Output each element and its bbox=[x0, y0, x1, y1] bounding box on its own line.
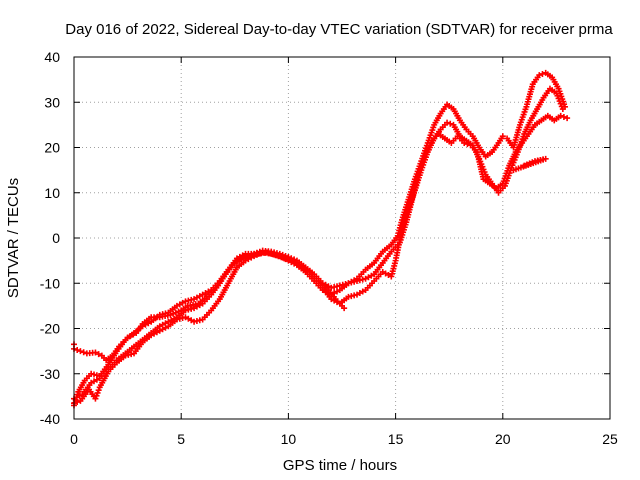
x-axis-title: GPS time / hours bbox=[283, 457, 397, 474]
y-tick-label: 30 bbox=[44, 94, 60, 110]
data-point bbox=[93, 392, 100, 399]
y-tick-label: -20 bbox=[40, 321, 60, 337]
data-point bbox=[94, 389, 101, 396]
y-tick-label: 10 bbox=[44, 185, 60, 201]
data-point bbox=[77, 348, 84, 355]
data-point bbox=[461, 139, 468, 146]
y-axis-title: SDTVAR / TECUs bbox=[5, 178, 22, 298]
data-point bbox=[92, 395, 99, 402]
data-point bbox=[560, 113, 567, 120]
data-point bbox=[499, 133, 506, 140]
data-point bbox=[444, 119, 451, 126]
data-point bbox=[536, 72, 543, 79]
data-point bbox=[564, 115, 571, 122]
y-tick-label: -40 bbox=[40, 411, 60, 427]
axis-ticks: 0 5 10 15 20 25 -40 -30 -20 -10 0 10 20 30 40 bbox=[40, 49, 618, 447]
x-tick-label: 15 bbox=[388, 431, 404, 447]
data-point bbox=[271, 250, 278, 257]
y-tick-label: 20 bbox=[44, 140, 60, 156]
data-point bbox=[559, 106, 566, 113]
data-point bbox=[557, 112, 564, 119]
data-point bbox=[341, 305, 348, 312]
y-tick-label: -30 bbox=[40, 366, 60, 382]
data-point bbox=[92, 349, 99, 356]
x-tick-label: 0 bbox=[70, 431, 78, 447]
data-point bbox=[268, 249, 275, 256]
data-point bbox=[95, 387, 102, 394]
data-point bbox=[464, 141, 471, 148]
data-point bbox=[74, 346, 81, 353]
data-point bbox=[95, 351, 102, 358]
data-point bbox=[539, 70, 546, 77]
x-tick-label: 25 bbox=[602, 431, 618, 447]
data-point bbox=[447, 120, 454, 127]
data-point bbox=[510, 167, 517, 174]
x-tick-label: 5 bbox=[177, 431, 185, 447]
x-tick-label: 20 bbox=[495, 431, 511, 447]
y-tick-label: -10 bbox=[40, 275, 60, 291]
data-points bbox=[71, 69, 571, 409]
data-point bbox=[80, 349, 87, 356]
y-tick-label: 40 bbox=[44, 49, 60, 65]
y-tick-label: 0 bbox=[52, 230, 60, 246]
data-point bbox=[273, 252, 280, 259]
x-tick-label: 10 bbox=[281, 431, 297, 447]
chart-title: Day 016 of 2022, Sidereal Day-to-day VTE… bbox=[65, 21, 613, 38]
